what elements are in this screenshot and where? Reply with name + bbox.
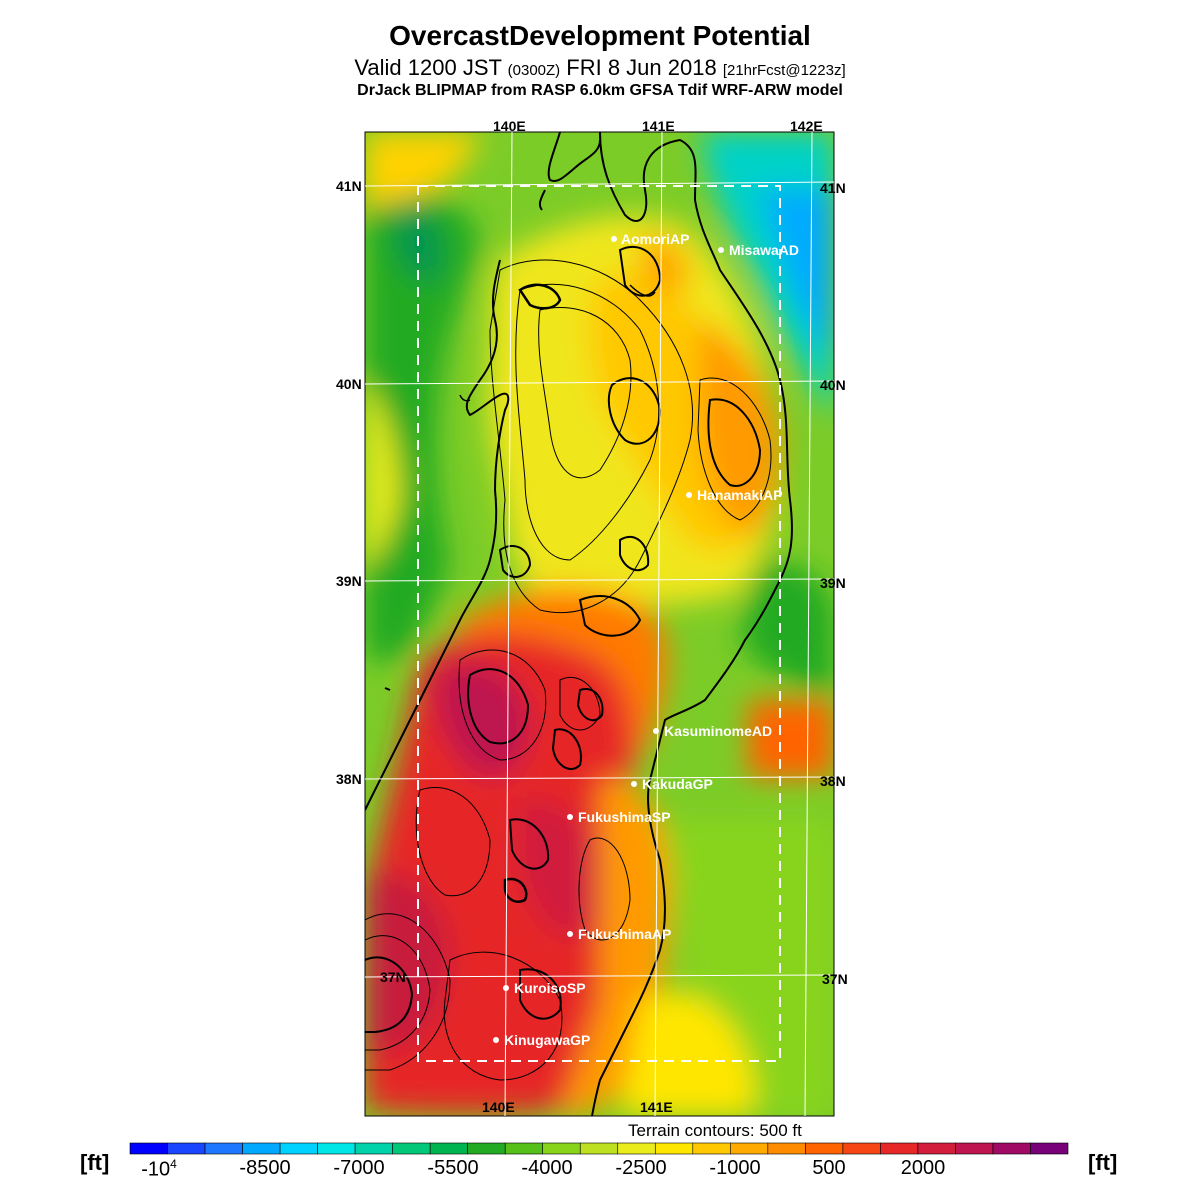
colorbar-tick-base: -10: [141, 1158, 171, 1181]
colorbar-swatch: [617, 1142, 656, 1155]
overcast-field: [365, 132, 834, 1116]
page-title: OvercastDevelopment Potential: [389, 20, 811, 51]
colorbar-tick-label: -4000: [521, 1157, 573, 1179]
colorbar: [129, 1142, 1069, 1155]
colorbar-swatch: [692, 1142, 731, 1155]
lat-label-left-39n: 39N: [336, 573, 362, 589]
lon-label-top-140e: 140E: [493, 118, 526, 134]
colorbar-swatch: [955, 1142, 994, 1155]
forecast-info: [21hrFcst@1223z]: [722, 62, 846, 79]
lon-label-top-141e: 141E: [642, 118, 675, 134]
colorbar-swatch: [204, 1142, 243, 1155]
lat-label-right-41n: 41N: [820, 180, 846, 196]
colorbar-swatch: [317, 1142, 356, 1155]
station-marker: [686, 492, 692, 498]
colorbar-tick-label: 500: [812, 1157, 846, 1179]
colorbar-swatch: [392, 1142, 431, 1155]
station-marker: [631, 781, 637, 787]
model-description: DrJack BLIPMAP from RASP 6.0km GFSA Tdif…: [357, 82, 843, 99]
lat-label-left-41n: 41N: [336, 178, 362, 194]
colorbar-tick-exponent: 4: [170, 1157, 177, 1171]
station-marker: [611, 236, 617, 242]
valid-date: FRI 8 Jun 2018: [560, 55, 723, 80]
valid-time: Valid 1200 JST (0300Z) FRI 8 Jun 2018 [2…: [0, 55, 1200, 81]
station-label-kuroiso: KuroisoSP: [514, 980, 586, 996]
valid-time-utc: (0300Z): [507, 62, 561, 79]
colorbar-swatch: [917, 1142, 956, 1155]
lat-label-left-38n: 38N: [336, 771, 362, 787]
colorbar-swatch: [992, 1142, 1031, 1155]
station-label-kinugawa: KinugawaGP: [504, 1032, 590, 1048]
inner-domain-box: [417, 185, 781, 1062]
colorbar-swatch: [167, 1142, 206, 1155]
colorbar-tick-label: -1000: [709, 1157, 761, 1179]
colorbar-swatch: [242, 1142, 281, 1155]
station-marker: [718, 247, 724, 253]
colorbar-unit-right: [ft]: [1088, 1150, 1118, 1175]
terrain-contours: [365, 245, 772, 1081]
station-marker: [653, 728, 659, 734]
station-marker: [493, 1037, 499, 1043]
colorbar-swatch: [842, 1142, 881, 1155]
colorbar-swatch: [467, 1142, 506, 1155]
colorbar-tick-label: 2000: [900, 1157, 946, 1179]
station-label-kasuminome: KasuminomeAD: [664, 723, 772, 739]
colorbar-swatch: [429, 1142, 468, 1155]
lat-label-right-38n: 38N: [820, 773, 846, 789]
colorbar-swatch: [542, 1142, 581, 1155]
station-labels: AomoriAP MisawaAD HanamakiAP KasuminomeA…: [504, 231, 799, 1048]
colorbar-swatch: [129, 1142, 168, 1155]
colorbar-swatch: [767, 1142, 806, 1155]
colorbar-tick-label: -104: [141, 1157, 177, 1182]
colorbar-tick-label: -5500: [427, 1157, 479, 1179]
terrain-contour-note: Terrain contours: 500 ft: [628, 1121, 802, 1140]
lat-label-right-37n: 37N: [822, 971, 848, 987]
colorbar-swatch: [880, 1142, 919, 1155]
map-frame: [364, 131, 835, 1117]
colorbar-swatch: [354, 1142, 393, 1155]
station-label-misawa: MisawaAD: [729, 242, 799, 258]
station-label-fukushima-sp: FukushimaSP: [578, 809, 671, 825]
valid-time-jst: Valid 1200 JST: [354, 55, 508, 80]
colorbar-unit-left: [ft]: [80, 1150, 110, 1175]
lon-label-bottom-140e: 140E: [482, 1099, 515, 1115]
colorbar-swatch: [805, 1142, 844, 1155]
station-label-kakuda: KakudaGP: [642, 776, 713, 792]
colorbar-swatch: [654, 1142, 694, 1155]
lat-label-left-40n: 40N: [336, 376, 362, 392]
lon-label-bottom-141e: 141E: [640, 1099, 673, 1115]
colorbar-swatch: [279, 1142, 318, 1155]
colorbar-tick-label: -2500: [615, 1157, 667, 1179]
lat-label-right-40n: 40N: [820, 377, 846, 393]
colorbar-tick-label: -8500: [239, 1157, 291, 1179]
station-markers: [493, 236, 724, 1043]
colorbar-swatch: [1030, 1142, 1069, 1155]
station-label-fukushima-ap: FukushimaAP: [578, 926, 671, 942]
lon-label-top-142e: 142E: [790, 118, 823, 134]
station-marker: [567, 931, 573, 937]
colorbar-swatch: [504, 1142, 544, 1155]
station-marker: [567, 814, 573, 820]
colorbar-swatch: [579, 1142, 619, 1155]
colorbar-tick-label: -7000: [333, 1157, 385, 1179]
lat-label-left-37n: 37N: [380, 969, 406, 985]
station-marker: [503, 985, 509, 991]
lat-label-right-39n: 39N: [820, 575, 846, 591]
station-label-hanamaki: HanamakiAP: [697, 487, 783, 503]
station-label-aomori: AomoriAP: [621, 231, 689, 247]
colorbar-swatch: [730, 1142, 769, 1155]
